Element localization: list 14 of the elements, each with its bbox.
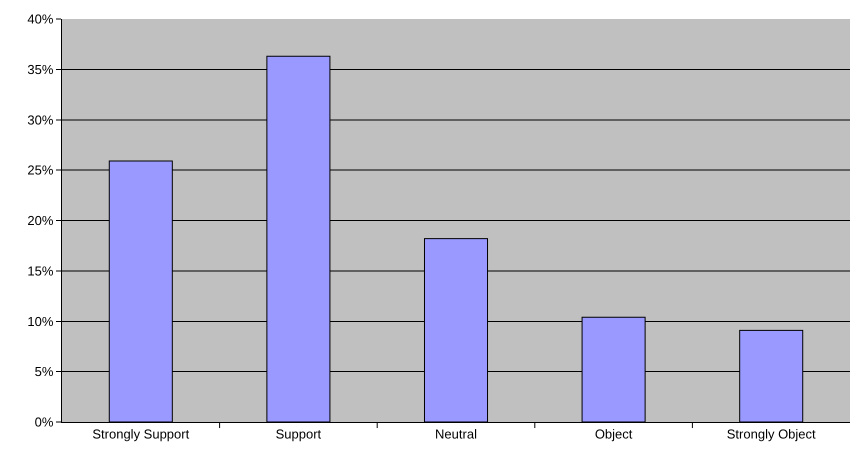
x-tick-label: Object xyxy=(594,426,633,442)
x-tick-label: Strongly Support xyxy=(92,426,190,442)
y-tick-label: 0% xyxy=(34,414,54,430)
x-tick-label: Neutral xyxy=(435,426,478,442)
y-tick-label: 10% xyxy=(27,314,54,329)
x-tick-label: Support xyxy=(276,426,322,442)
y-tick-label: 40% xyxy=(27,12,54,27)
y-tick-label: 5% xyxy=(34,364,54,380)
y-tick-label: 15% xyxy=(27,263,54,278)
y-tick-label: 35% xyxy=(27,62,54,77)
y-tick-label: 20% xyxy=(27,213,54,228)
y-tick-label: 25% xyxy=(27,162,54,178)
y-tick-label: 30% xyxy=(27,112,54,128)
x-tick-label: Strongly Object xyxy=(726,426,816,442)
